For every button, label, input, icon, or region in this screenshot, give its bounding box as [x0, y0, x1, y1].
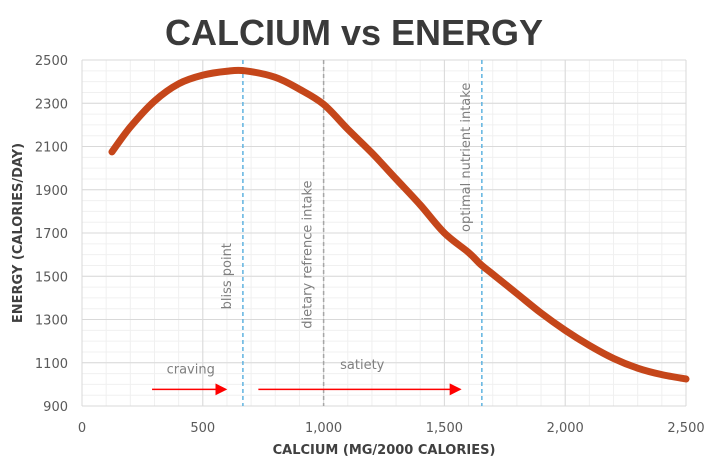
arrow-label: craving [167, 363, 215, 378]
reference-line-label: dietary refrence intake [301, 180, 316, 328]
reference-line-label: optimal nutrient intake [459, 83, 474, 232]
series-line-energy [108, 66, 690, 383]
y-tick-label: 1700 [35, 227, 68, 242]
y-tick-label: 1500 [35, 270, 68, 285]
x-tick-label: 0 [78, 421, 86, 436]
x-tick-label: 2,000 [547, 421, 584, 436]
y-axis-label: ENERGY (CALORIES/DAY) [11, 143, 26, 323]
x-tick-label: 1,000 [305, 421, 342, 436]
reference-line-label: bliss point [220, 243, 235, 309]
y-tick-label: 2100 [35, 141, 68, 156]
y-tick-label: 2300 [35, 97, 68, 112]
arrow-label: satiety [340, 358, 385, 373]
y-tick-label: 900 [43, 400, 68, 415]
y-tick-label: 2500 [35, 54, 68, 69]
x-axis-label: CALCIUM (MG/2000 CALORIES) [273, 443, 496, 458]
x-tick-label: 500 [190, 421, 215, 436]
y-tick-label: 1100 [35, 357, 68, 372]
x-tick-label: 2,500 [667, 421, 704, 436]
y-tick-label: 1300 [35, 314, 68, 329]
y-tick-label: 1900 [35, 184, 68, 199]
chart-title: CALCIUM vs ENERGY [165, 12, 543, 53]
x-tick-label: 1,500 [426, 421, 463, 436]
